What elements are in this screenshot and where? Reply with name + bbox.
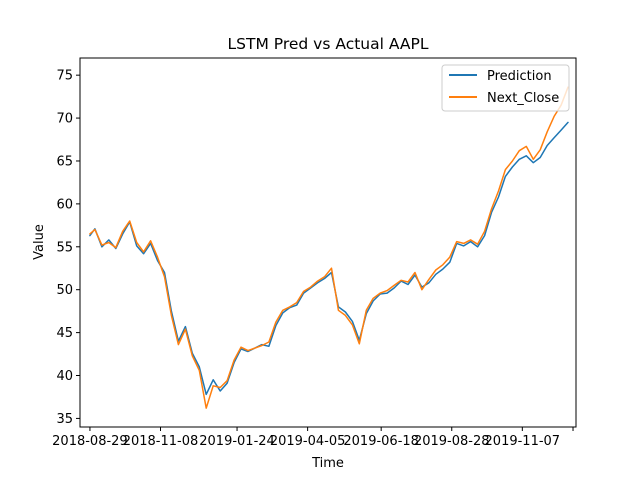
- chart-title: LSTM Pred vs Actual AAPL: [228, 35, 429, 53]
- y-tick-label: 40: [56, 369, 73, 384]
- x-tick-label: 2019-11-07: [485, 434, 561, 449]
- x-tick-label: 2019-06-18: [343, 434, 419, 449]
- x-tick-label: 2019-04-05: [270, 434, 346, 449]
- x-tick-label: 2019-08-28: [414, 434, 490, 449]
- series-layer: [89, 86, 569, 409]
- axes-frame: [79, 57, 577, 428]
- legend-box: [441, 64, 570, 112]
- y-tick-label: 50: [56, 283, 73, 298]
- y-tick-label: 55: [56, 240, 73, 255]
- y-tick-label: 45: [56, 326, 73, 341]
- y-tick-label: 75: [56, 69, 73, 84]
- y-tick-label: 35: [56, 412, 73, 427]
- y-tick-label: 70: [56, 112, 73, 127]
- y-tick-label: 60: [56, 197, 73, 212]
- x-tick-label: 2018-11-08: [123, 434, 199, 449]
- y-tick-label: 65: [56, 154, 73, 169]
- y-axis-label: Value: [32, 224, 47, 260]
- legend-label-next-close: Next_Close: [487, 91, 559, 106]
- legend-label-prediction: Prediction: [487, 69, 552, 84]
- x-tick-label: 2018-08-29: [52, 434, 128, 449]
- y-axis: 35 40 45 50 55 60 65 70 75: [56, 69, 80, 427]
- x-axis-label: Time: [311, 456, 344, 471]
- x-tick-label: 2019-01-24: [199, 434, 275, 449]
- plot-area: [79, 57, 577, 428]
- legend: Prediction Next_Close: [441, 64, 570, 112]
- series-line-next-close: [89, 86, 569, 409]
